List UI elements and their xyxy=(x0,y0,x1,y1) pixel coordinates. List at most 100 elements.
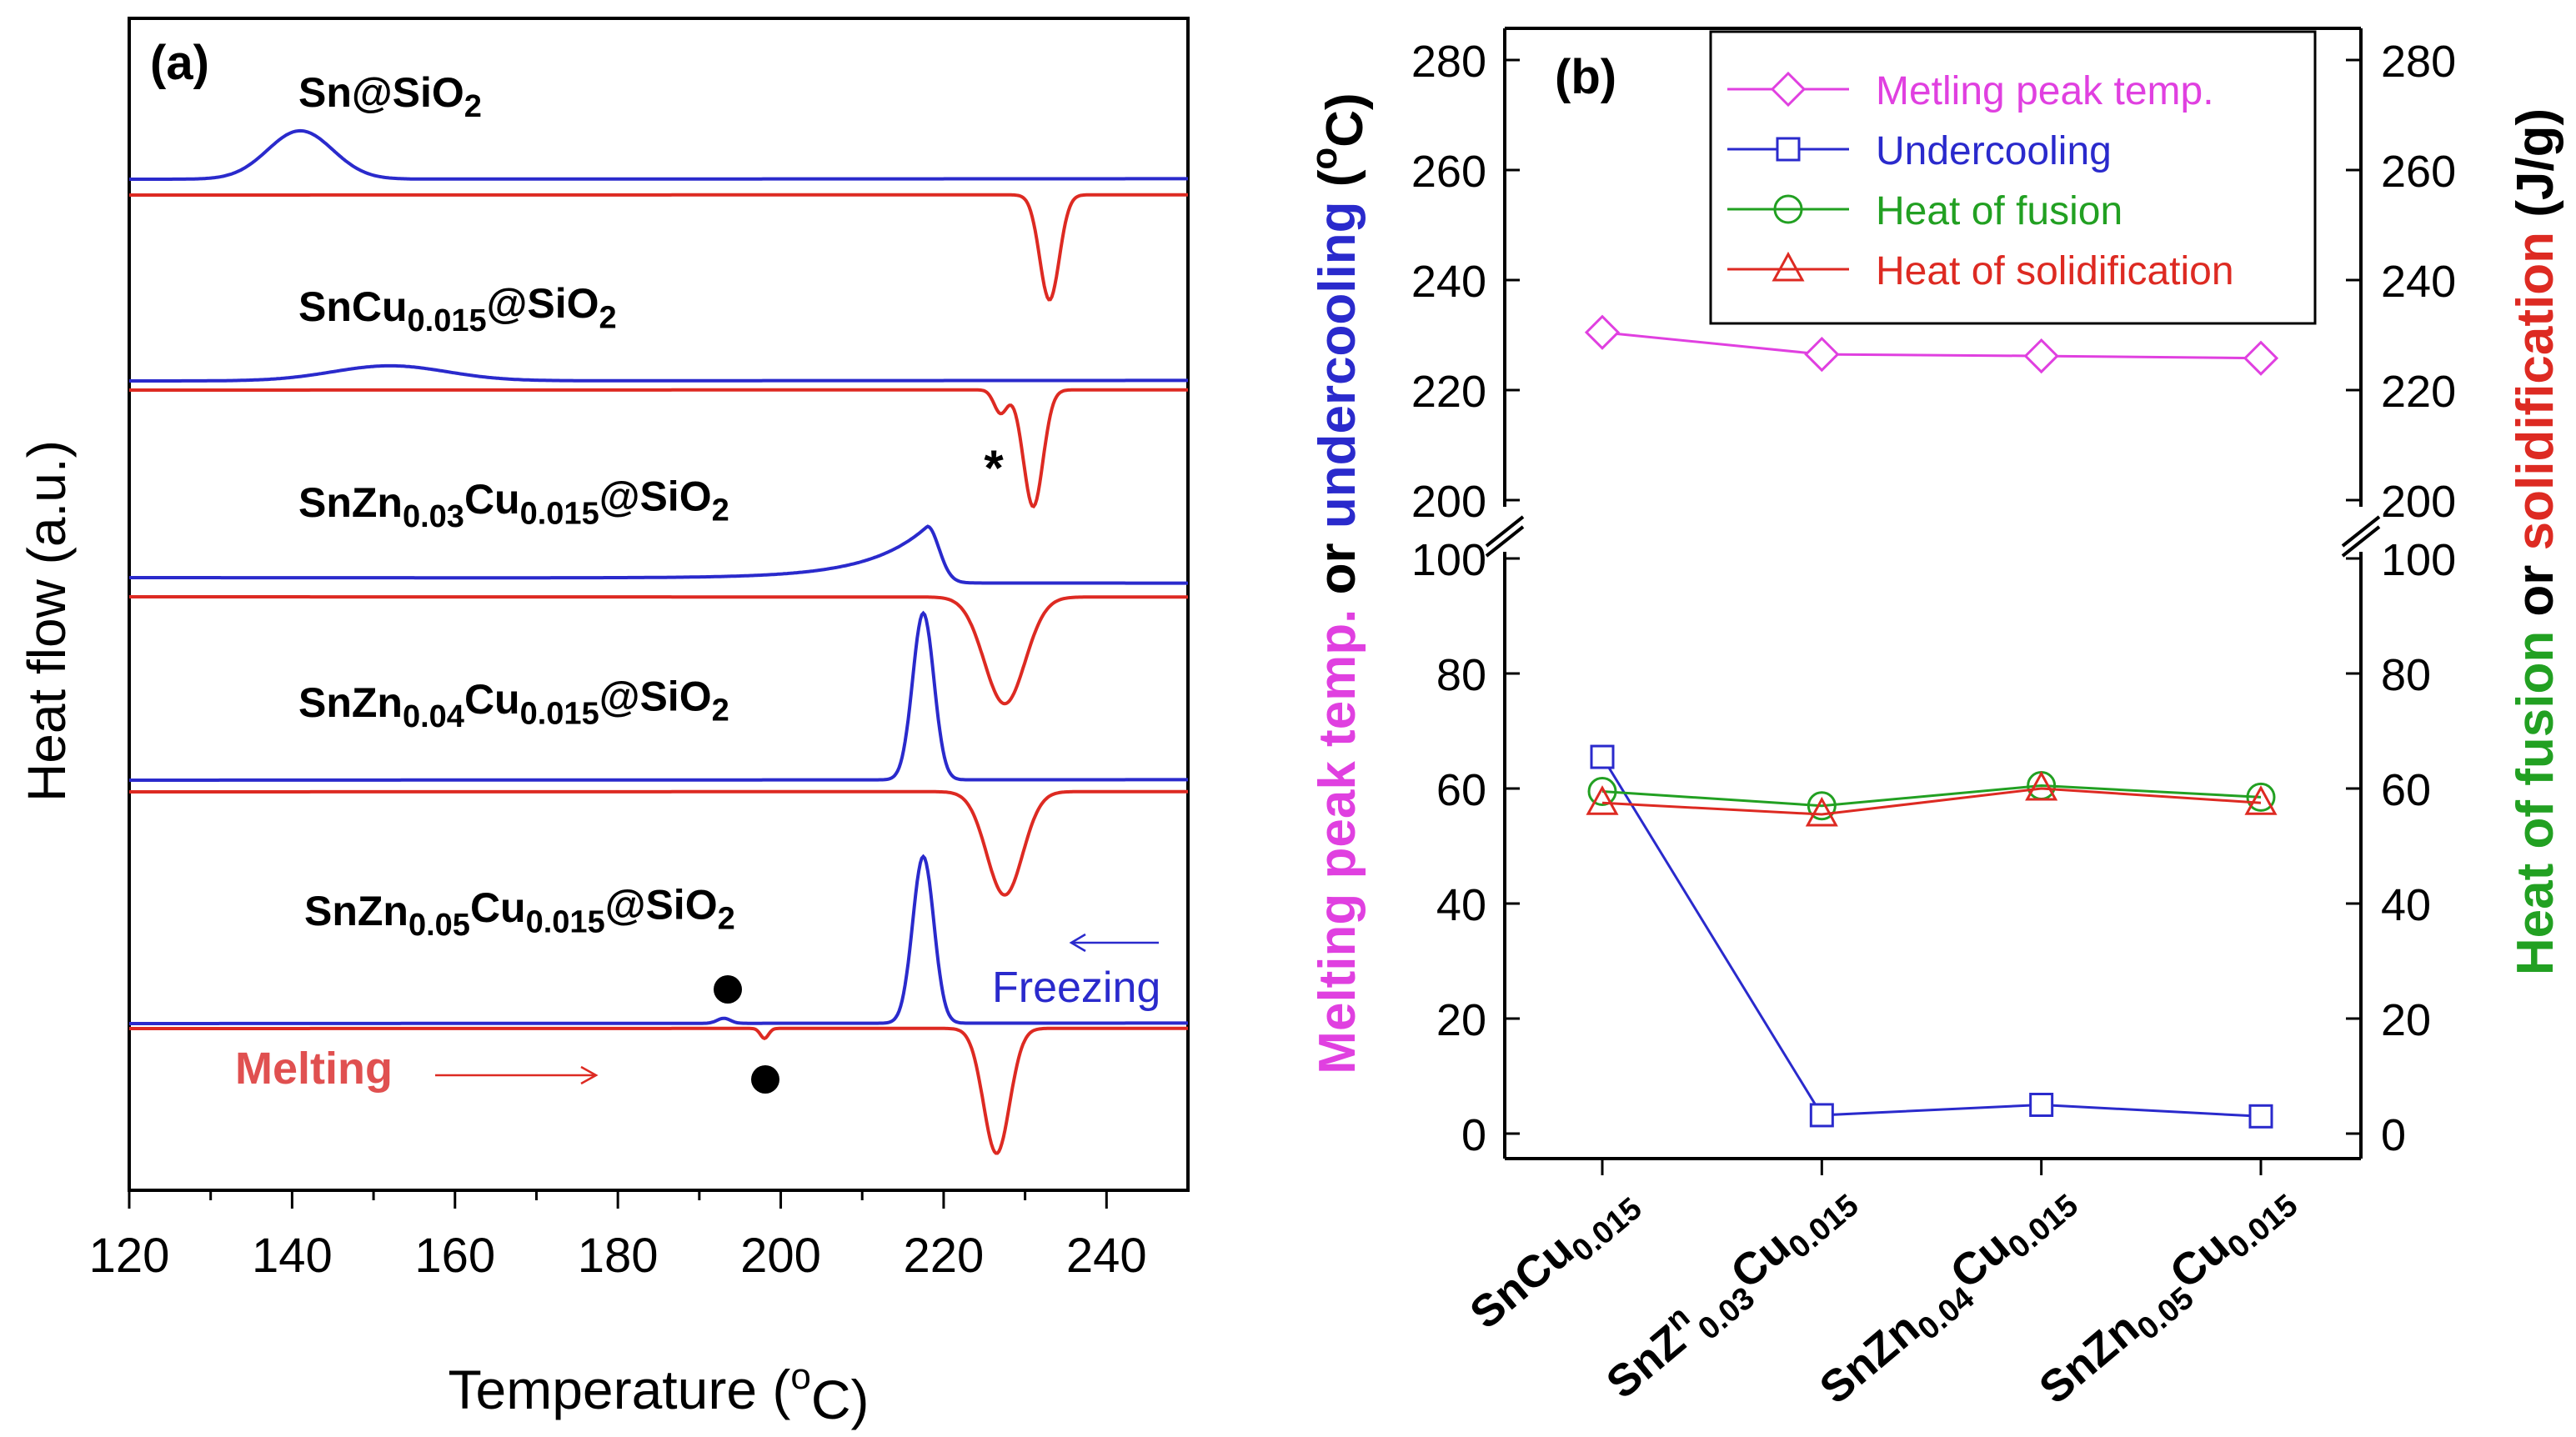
y-tick-label-left: 280 xyxy=(1411,37,1486,87)
panel-label-a: (a) xyxy=(150,36,209,90)
melting-curve xyxy=(129,388,1188,509)
axis-break-mark xyxy=(1485,515,1525,548)
category-label-part: 0.015 xyxy=(1782,1188,1866,1265)
series-line xyxy=(1601,756,2262,1118)
sample-label: SnZn0.03Cu0.015@SiO2 xyxy=(298,473,729,534)
y-tick-label-right: 200 xyxy=(2381,477,2456,527)
y-tick-label-left: 200 xyxy=(1411,477,1486,527)
y-axis-label-left-part: C) xyxy=(1316,93,1374,147)
sample-label: SnZn0.05Cu0.015@SiO2 xyxy=(304,881,735,943)
freezing-curve xyxy=(129,854,1188,1025)
sample-label-part: 2 xyxy=(712,493,729,528)
melting-annotation: Melting xyxy=(235,1044,393,1094)
data-point xyxy=(1587,776,1617,806)
data-point xyxy=(2248,1104,2273,1129)
sample-label-part: Cu xyxy=(464,676,520,723)
y-axis-label-a: Heat flow (a.u.) xyxy=(17,440,77,802)
sample-label: SnZn0.04Cu0.015@SiO2 xyxy=(298,673,729,734)
melting-curve xyxy=(129,1026,1188,1155)
y-tick-label-right: 220 xyxy=(2381,367,2456,417)
data-point xyxy=(2029,1093,2054,1117)
legend-marker xyxy=(1772,251,1805,282)
sample-label-part: 0.015 xyxy=(520,496,599,531)
data-point xyxy=(1807,791,1837,821)
legend-label: Heat of solidification xyxy=(1876,249,2234,293)
panel-b: 200 200 220 220 240 240 260 260 280 280 0 0 20 20 40 40… xyxy=(1304,27,2564,1414)
melting-curve xyxy=(129,789,1188,897)
series-line xyxy=(1601,331,2262,360)
sample-label-part: 0.05 xyxy=(408,908,470,943)
panel-label-b: (b) xyxy=(1555,50,1616,104)
sample-label-part: SnZn xyxy=(298,679,403,726)
axis-break-mark xyxy=(2341,525,2381,558)
legend xyxy=(1709,30,2317,325)
x-tick-label-a: 200 xyxy=(740,1229,821,1283)
sample-label-part: 2 xyxy=(718,901,735,936)
y-tick-label-right: 100 xyxy=(2381,535,2456,585)
freezing-curve xyxy=(129,363,1188,383)
data-point xyxy=(1805,796,1838,827)
data-point xyxy=(2244,785,2278,815)
shoulder-star: * xyxy=(984,440,1004,496)
x-tick-label-a: 120 xyxy=(89,1229,170,1283)
sample-label-part: 2 xyxy=(712,693,729,728)
category-label: SnCu0.015 xyxy=(1461,1174,1648,1344)
y-tick-label-right: 40 xyxy=(2381,880,2431,930)
sample-label-part: 0.015 xyxy=(408,303,487,338)
freezing-curve xyxy=(129,128,1188,181)
sample-label-part: SnZn xyxy=(304,888,408,934)
melting-arrow-head xyxy=(580,1065,599,1085)
freezing-arrow-head xyxy=(1069,933,1086,953)
y-axis-label-left-part: o xyxy=(1304,148,1345,170)
y-tick-label-right: 280 xyxy=(2381,37,2456,87)
y-tick-label-left: 100 xyxy=(1411,535,1486,585)
y-tick-label-left: 60 xyxy=(1436,765,1486,815)
minor-freezing-marker xyxy=(714,975,742,1004)
y-tick-label-left: 40 xyxy=(1436,880,1486,930)
y-tick-label-right: 240 xyxy=(2381,257,2456,307)
sample-label-part: @SiO xyxy=(599,673,712,719)
melting-curve xyxy=(129,193,1188,302)
sample-label-part: Sn@SiO xyxy=(298,69,464,116)
sample-label-part: Cu xyxy=(464,476,520,523)
x-tick-label-a: 160 xyxy=(414,1229,495,1283)
sample-label-part: SnCu xyxy=(298,283,408,330)
sample-label: Sn@SiO2 xyxy=(298,69,482,124)
y-tick-label-left: 0 xyxy=(1461,1110,1486,1160)
y-axis-label-right-part: solidification xyxy=(2507,232,2564,550)
freezing-curve xyxy=(129,610,1188,782)
data-point xyxy=(1590,744,1615,769)
data-point xyxy=(1809,1103,1834,1128)
legend-label: Metling peak temp. xyxy=(1876,69,2214,113)
sample-label-part: 0.04 xyxy=(403,699,464,734)
legend-marker xyxy=(1773,194,1803,224)
y-tick-label-right: 20 xyxy=(2381,995,2431,1045)
y-axis-label-left-part: undercooling xyxy=(1309,201,1366,528)
x-axis-label-a: Temperature (oC) xyxy=(449,1356,870,1430)
sample-label-part: 0.015 xyxy=(526,904,605,939)
sample-label-part: 2 xyxy=(464,89,482,124)
category-label-part: 0.015 xyxy=(2221,1188,2304,1265)
sample-label-part: Cu xyxy=(470,884,526,931)
data-point xyxy=(1586,785,1619,815)
legend-marker xyxy=(1776,137,1801,162)
axis-break-mark xyxy=(2341,515,2381,548)
axis-break-mark xyxy=(1485,525,1525,558)
y-axis-label-right-part: Heat of fusion xyxy=(2507,631,2564,975)
y-tick-label-left: 80 xyxy=(1436,650,1486,700)
series-line xyxy=(1601,784,2262,808)
minor-melting-marker xyxy=(751,1065,779,1094)
y-axis-label-left-part: ( xyxy=(1309,169,1366,201)
y-tick-label-left: 240 xyxy=(1411,257,1486,307)
x-tick-label-a: 240 xyxy=(1066,1229,1147,1283)
sample-label: SnCu0.015@SiO2 xyxy=(298,280,617,338)
x-tick-label-a: 220 xyxy=(904,1229,985,1283)
sample-label-part: @SiO xyxy=(487,280,599,327)
freezing-annotation: Freezing xyxy=(992,964,1160,1012)
legend-label: Undercooling xyxy=(1876,129,2112,173)
legend-marker xyxy=(1770,71,1807,108)
sample-label-part: @SiO xyxy=(605,881,718,928)
y-tick-label-left: 260 xyxy=(1411,147,1486,197)
data-point xyxy=(2246,782,2276,812)
